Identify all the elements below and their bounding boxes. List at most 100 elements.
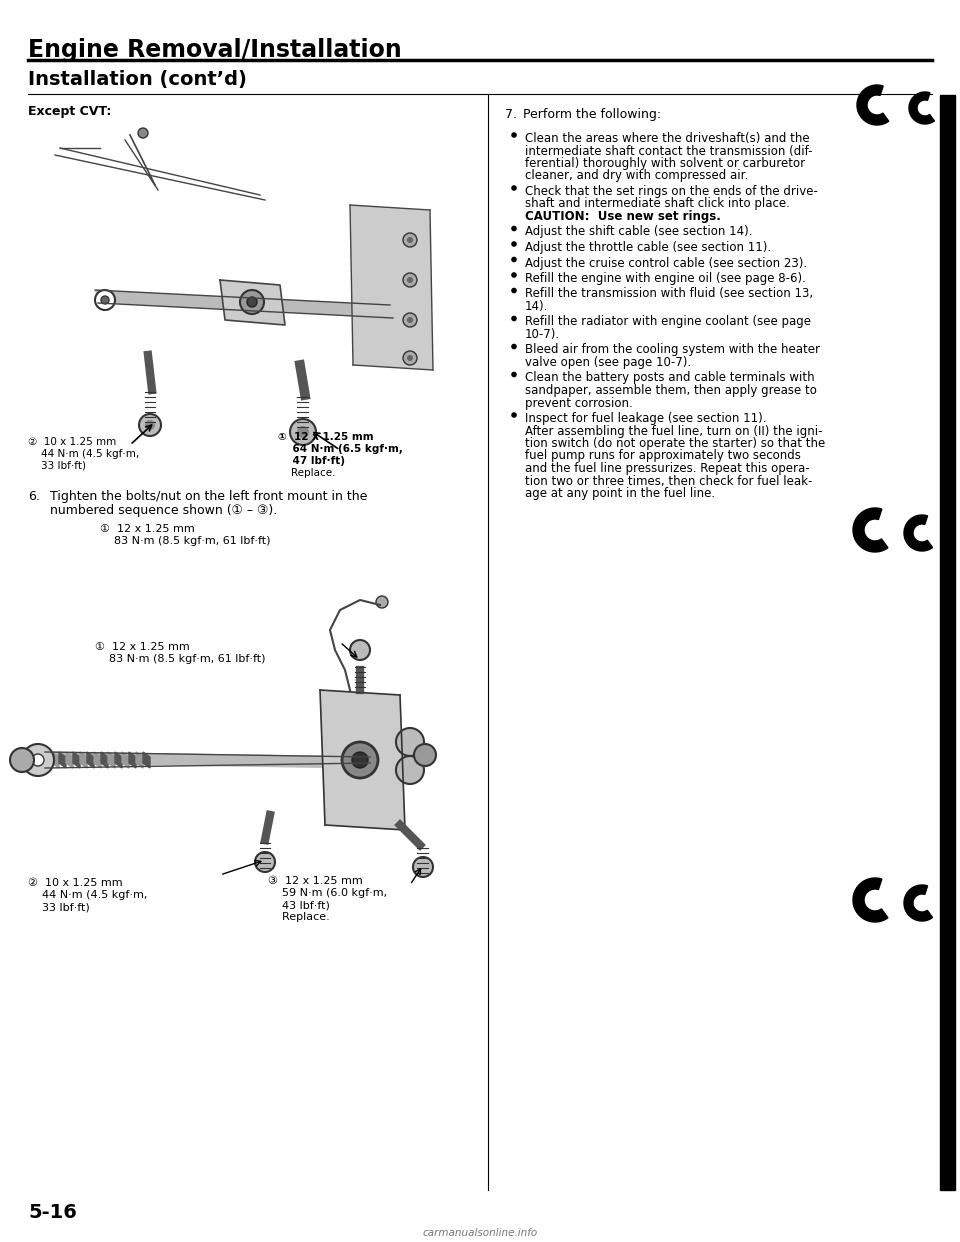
Circle shape <box>511 315 516 322</box>
Text: 33 lbf·ft): 33 lbf·ft) <box>28 461 86 471</box>
Text: ③  12 x 1.25 mm: ③ 12 x 1.25 mm <box>268 876 363 886</box>
Text: 7.: 7. <box>505 108 517 120</box>
Polygon shape <box>87 751 94 768</box>
Circle shape <box>352 751 368 768</box>
Circle shape <box>139 414 161 436</box>
Text: 83 N·m (8.5 kgf·m, 61 lbf·ft): 83 N·m (8.5 kgf·m, 61 lbf·ft) <box>100 537 271 546</box>
Text: 5-16: 5-16 <box>28 1203 77 1222</box>
Circle shape <box>511 185 516 191</box>
Circle shape <box>511 132 516 138</box>
Text: cleaner, and dry with compressed air.: cleaner, and dry with compressed air. <box>525 169 748 183</box>
Text: 64 N·m (6.5 kgf·m,: 64 N·m (6.5 kgf·m, <box>278 443 403 455</box>
Text: Replace.: Replace. <box>278 468 335 478</box>
Text: shaft and intermediate shaft click into place.: shaft and intermediate shaft click into … <box>525 197 790 210</box>
Circle shape <box>95 289 115 310</box>
Text: ①  12 x 1.25 mm: ① 12 x 1.25 mm <box>278 432 373 442</box>
Text: ferential) thoroughly with solvent or carburetor: ferential) thoroughly with solvent or ca… <box>525 156 805 170</box>
Text: Refill the transmission with fluid (see section 13,: Refill the transmission with fluid (see … <box>525 287 813 301</box>
Circle shape <box>511 288 516 293</box>
Polygon shape <box>129 751 136 768</box>
Text: Engine Removal/Installation: Engine Removal/Installation <box>28 39 401 62</box>
Text: prevent corrosion.: prevent corrosion. <box>525 396 633 410</box>
Text: Installation (cont’d): Installation (cont’d) <box>28 70 247 89</box>
Text: Inspect for fuel leakage (see section 11).: Inspect for fuel leakage (see section 11… <box>525 412 766 425</box>
Polygon shape <box>857 84 889 125</box>
Polygon shape <box>143 751 150 768</box>
Circle shape <box>511 412 516 417</box>
Text: ①  12 x 1.25 mm: ① 12 x 1.25 mm <box>100 524 195 534</box>
Polygon shape <box>853 508 888 551</box>
Circle shape <box>255 852 275 872</box>
Circle shape <box>376 596 388 609</box>
Text: Clean the battery posts and cable terminals with: Clean the battery posts and cable termin… <box>525 371 815 385</box>
Circle shape <box>101 296 109 304</box>
Polygon shape <box>108 751 115 768</box>
Polygon shape <box>136 751 143 768</box>
Text: age at any point in the fuel line.: age at any point in the fuel line. <box>525 487 715 501</box>
Circle shape <box>297 426 309 438</box>
Text: Perform the following:: Perform the following: <box>523 108 661 120</box>
Circle shape <box>342 741 378 777</box>
Text: 44 N·m (4.5 kgf·m,: 44 N·m (4.5 kgf·m, <box>28 450 139 460</box>
Polygon shape <box>350 205 433 370</box>
Text: Adjust the throttle cable (see section 11).: Adjust the throttle cable (see section 1… <box>525 241 771 255</box>
Text: Refill the engine with engine oil (see page 8-6).: Refill the engine with engine oil (see p… <box>525 272 805 284</box>
Text: Adjust the cruise control cable (see section 23).: Adjust the cruise control cable (see sec… <box>525 257 807 270</box>
Text: Check that the set rings on the ends of the drive-: Check that the set rings on the ends of … <box>525 185 818 197</box>
Text: CAUTION:  Use new set rings.: CAUTION: Use new set rings. <box>525 210 721 224</box>
Circle shape <box>350 640 370 660</box>
Text: 33 lbf·ft): 33 lbf·ft) <box>28 902 89 912</box>
Text: Adjust the shift cable (see section 14).: Adjust the shift cable (see section 14). <box>525 226 753 238</box>
Circle shape <box>240 289 264 314</box>
Circle shape <box>511 344 516 349</box>
Text: tion switch (do not operate the starter) so that the: tion switch (do not operate the starter)… <box>525 437 826 450</box>
Circle shape <box>511 272 516 278</box>
Text: Except CVT:: Except CVT: <box>28 106 111 118</box>
Circle shape <box>511 371 516 378</box>
Text: 44 N·m (4.5 kgf·m,: 44 N·m (4.5 kgf·m, <box>28 891 148 900</box>
Text: ②  10 x 1.25 mm: ② 10 x 1.25 mm <box>28 878 123 888</box>
Polygon shape <box>320 691 405 830</box>
Text: carmanualsonline.info: carmanualsonline.info <box>422 1228 538 1238</box>
Text: fuel pump runs for approximately two seconds: fuel pump runs for approximately two sec… <box>525 450 801 462</box>
Text: numbered sequence shown (① – ③).: numbered sequence shown (① – ③). <box>50 504 277 517</box>
Circle shape <box>407 355 413 361</box>
Polygon shape <box>940 94 955 1190</box>
Circle shape <box>396 728 424 756</box>
Circle shape <box>22 744 54 776</box>
Text: Clean the areas where the driveshaft(s) and the: Clean the areas where the driveshaft(s) … <box>525 132 809 145</box>
Text: 43 lbf·ft): 43 lbf·ft) <box>268 900 330 910</box>
Circle shape <box>396 756 424 784</box>
Polygon shape <box>909 92 934 124</box>
Polygon shape <box>95 289 393 318</box>
Text: After assembling the fuel line, turn on (II) the igni-: After assembling the fuel line, turn on … <box>525 425 823 437</box>
Text: 83 N·m (8.5 kgf·m, 61 lbf·ft): 83 N·m (8.5 kgf·m, 61 lbf·ft) <box>95 655 266 664</box>
Polygon shape <box>904 515 932 551</box>
Circle shape <box>413 857 433 877</box>
Circle shape <box>407 277 413 283</box>
Polygon shape <box>45 751 52 768</box>
Circle shape <box>414 744 436 766</box>
Circle shape <box>403 351 417 365</box>
Circle shape <box>403 313 417 327</box>
Circle shape <box>10 748 34 773</box>
Polygon shape <box>94 751 101 768</box>
Polygon shape <box>853 878 888 922</box>
Text: ①  12 x 1.25 mm: ① 12 x 1.25 mm <box>95 642 190 652</box>
Text: 10-7).: 10-7). <box>525 328 560 342</box>
Circle shape <box>511 226 516 231</box>
Circle shape <box>511 241 516 247</box>
Text: 6.: 6. <box>28 491 40 503</box>
Polygon shape <box>101 751 108 768</box>
Circle shape <box>407 237 413 243</box>
Polygon shape <box>80 751 87 768</box>
Polygon shape <box>115 751 122 768</box>
Polygon shape <box>45 751 370 768</box>
Text: Tighten the bolts/nut on the left front mount in the: Tighten the bolts/nut on the left front … <box>50 491 368 503</box>
Circle shape <box>403 273 417 287</box>
Text: ②  10 x 1.25 mm: ② 10 x 1.25 mm <box>28 437 116 447</box>
Text: 59 N·m (6.0 kgf·m,: 59 N·m (6.0 kgf·m, <box>268 888 387 898</box>
Text: valve open (see page 10-7).: valve open (see page 10-7). <box>525 356 691 369</box>
Circle shape <box>511 257 516 262</box>
Circle shape <box>32 754 44 766</box>
